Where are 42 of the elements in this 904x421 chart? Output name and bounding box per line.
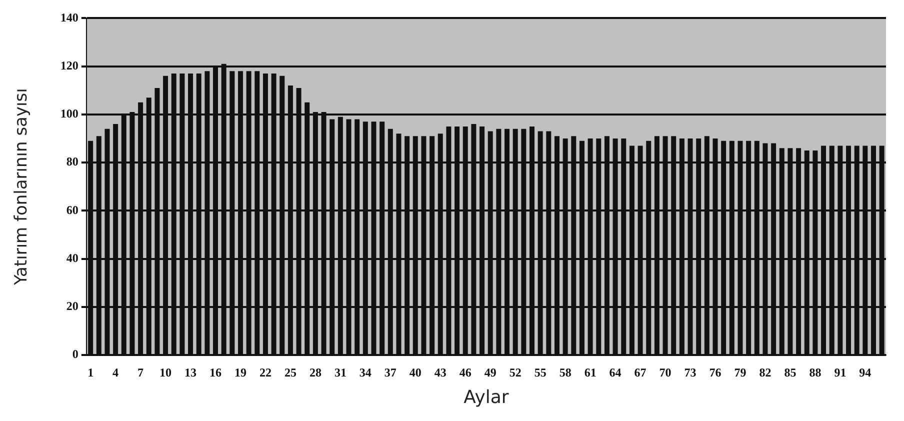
x-tick-label: 37	[384, 365, 396, 380]
x-tick-label: 55	[534, 365, 546, 380]
x-tick-label: 52	[509, 365, 522, 380]
x-axis-title: Aylar	[464, 386, 510, 408]
y-tick-label: 80	[66, 154, 78, 169]
x-tick-label: 13	[184, 365, 197, 380]
x-tick-label: 43	[434, 365, 446, 380]
x-tick-label: 85	[784, 365, 796, 380]
x-tick-label: 25	[284, 365, 296, 380]
x-tick-label: 91	[834, 365, 846, 380]
x-tick-label: 49	[484, 365, 496, 380]
x-tick-label: 46	[459, 365, 472, 380]
x-tick-label: 70	[659, 365, 672, 380]
x-tick-label: 10	[160, 365, 172, 380]
y-tick-label: 100	[60, 106, 78, 121]
y-tick-label: 20	[66, 298, 78, 313]
x-tick-label: 16	[210, 365, 222, 380]
x-tick-label: 94	[859, 365, 872, 380]
x-tick-label: 58	[559, 365, 572, 380]
x-tick-label: 73	[684, 365, 696, 380]
x-tick-label: 7	[138, 365, 144, 380]
x-tick-label: 82	[759, 365, 772, 380]
x-tick-label: 67	[634, 365, 646, 380]
x-tick-label: 22	[259, 365, 272, 380]
x-tick-label: 4	[112, 365, 119, 380]
x-tick-label: 28	[309, 365, 322, 380]
x-tick-label: 40	[409, 365, 422, 380]
x-tick-label: 61	[584, 365, 596, 380]
x-tick-label: 88	[809, 365, 822, 380]
x-tick-label: 1	[88, 365, 94, 380]
y-tick-label: 60	[66, 202, 78, 217]
y-tick-label: 40	[66, 250, 78, 265]
y-axis-title: Yatırım fonlarının sayısı	[12, 88, 32, 286]
x-tick-label: 64	[609, 365, 622, 380]
x-tick-label: 76	[709, 365, 722, 380]
x-tick-label: 79	[734, 365, 746, 380]
x-tick-label: 19	[234, 365, 246, 380]
y-tick-label: 120	[60, 58, 78, 72]
y-tick-label: 0	[72, 347, 78, 362]
y-tick-label: 140	[60, 10, 78, 24]
x-tick-label: 31	[334, 365, 346, 380]
x-tick-label: 34	[359, 365, 372, 380]
